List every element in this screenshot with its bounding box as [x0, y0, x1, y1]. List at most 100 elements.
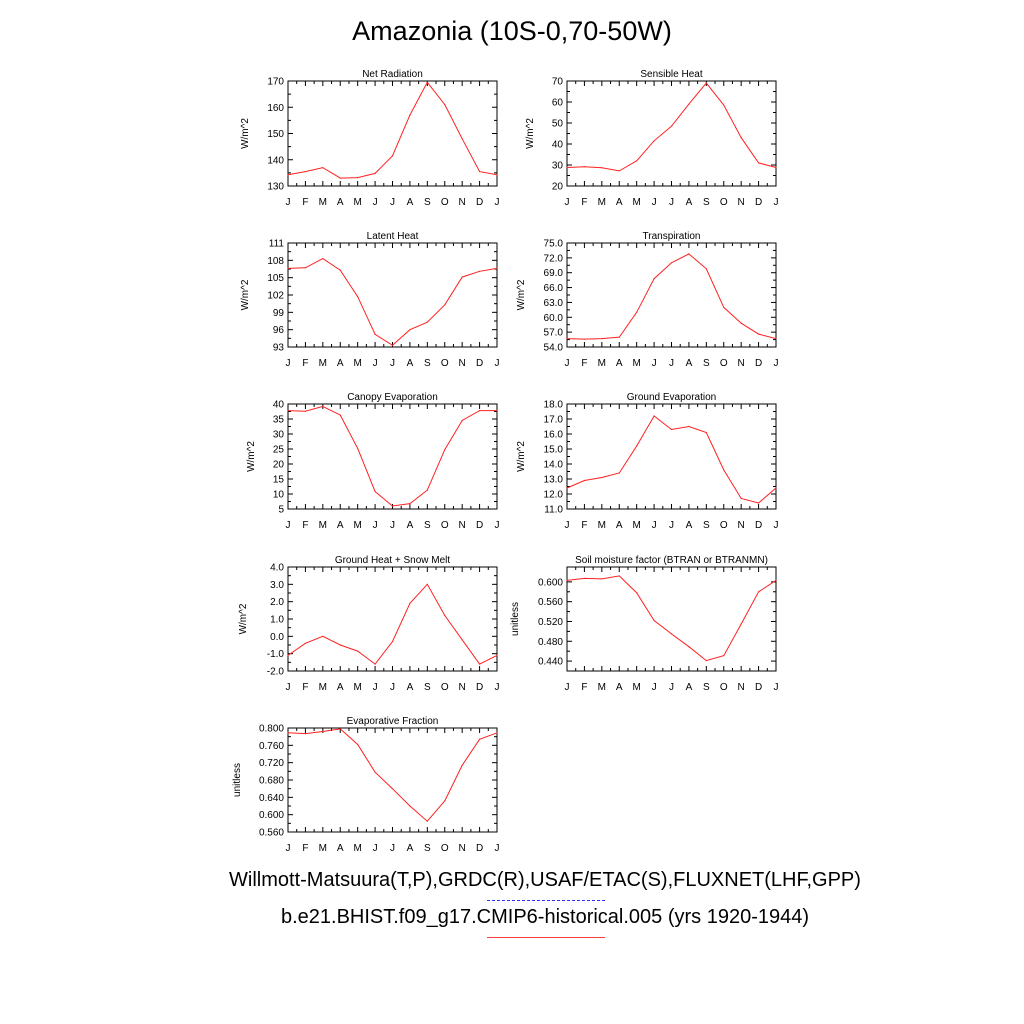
y-tick-label: 0.680 — [259, 776, 284, 787]
x-tick-label: A — [616, 520, 623, 531]
data-point — [409, 114, 411, 116]
data-point — [618, 336, 620, 338]
x-tick-label: M — [632, 520, 640, 531]
y-tick-label: 150 — [267, 129, 284, 140]
chart-title: Net Radiation — [362, 69, 423, 80]
y-tick-label: 5 — [278, 505, 284, 516]
x-tick-label: D — [476, 682, 483, 693]
chart-title: Latent Heat — [367, 231, 419, 242]
y-axis-label: W/m^2 — [525, 118, 536, 149]
data-point — [339, 728, 341, 730]
y-tick-label: 0.600 — [259, 810, 284, 821]
legend-key-model-run-solid-line — [487, 937, 605, 938]
x-tick-label: N — [459, 197, 466, 208]
x-tick-label: J — [390, 197, 395, 208]
y-tick-label: 0.640 — [259, 793, 284, 804]
data-point — [287, 732, 289, 734]
data-point — [322, 167, 324, 169]
data-point — [757, 502, 760, 504]
y-tick-label: 25 — [273, 445, 285, 456]
x-tick-label: S — [703, 197, 710, 208]
plot-frame — [287, 566, 498, 672]
y-tick-label: 160 — [267, 103, 284, 114]
series-line — [566, 82, 777, 172]
data-point — [757, 162, 760, 164]
data-point — [339, 177, 341, 179]
series-line — [287, 405, 497, 507]
y-tick-label: 14.0 — [544, 460, 564, 471]
x-tick-label: J — [565, 358, 570, 369]
y-tick-label: 99 — [273, 308, 285, 319]
x-tick-label: F — [581, 358, 587, 369]
x-tick-label: M — [632, 197, 640, 208]
legend-label-model-run: b.e21.BHIST.f09_g17.CMIP6-historical.005… — [280, 906, 810, 928]
x-tick-label: D — [755, 520, 762, 531]
y-tick-label: 0.520 — [538, 617, 563, 628]
series-line — [566, 253, 777, 340]
x-tick-label: J — [495, 682, 500, 693]
x-tick-label: O — [441, 682, 449, 693]
data-point — [496, 654, 498, 657]
y-tick-label: 16.0 — [544, 430, 564, 441]
x-tick-label: D — [476, 843, 483, 854]
data-point — [723, 655, 725, 657]
data-point — [705, 431, 707, 434]
data-point — [653, 278, 655, 280]
x-tick-label: N — [738, 520, 745, 531]
data-point — [740, 322, 742, 324]
y-tick-label: 0.440 — [538, 657, 563, 668]
y-tick-label: 30 — [552, 161, 564, 172]
x-tick-label: J — [390, 520, 395, 531]
y-axis-label: W/m^2 — [516, 279, 527, 310]
x-tick-label: J — [495, 358, 500, 369]
x-tick-label: F — [302, 197, 308, 208]
data-point — [566, 166, 568, 169]
y-tick-label: 108 — [267, 256, 284, 267]
data-point — [705, 268, 707, 270]
data-point — [409, 503, 411, 505]
y-tick-label: 1.0 — [270, 615, 284, 626]
x-tick-label: J — [669, 197, 674, 208]
x-tick-label: J — [390, 682, 395, 693]
chart-panel-6: Ground Heat + Snow Melt W/m^2 -2.0 -1.0 0.0 1… — [238, 555, 500, 693]
x-tick-label: J — [669, 682, 674, 693]
data-point — [322, 730, 324, 733]
x-tick-label: J — [565, 520, 570, 531]
data-point — [391, 155, 394, 157]
y-tick-label: 13.0 — [544, 475, 564, 486]
x-tick-label: O — [720, 197, 728, 208]
y-tick-label: -2.0 — [267, 667, 285, 678]
y-tick-label: 60.0 — [544, 313, 564, 324]
x-tick-label: J — [495, 520, 500, 531]
x-tick-label: J — [373, 682, 378, 693]
x-tick-label: M — [598, 520, 606, 531]
series-line — [287, 728, 498, 822]
data-point — [583, 479, 586, 482]
data-point — [705, 660, 707, 662]
data-point — [670, 262, 673, 264]
data-point — [357, 650, 359, 652]
data-point — [496, 267, 498, 270]
data-point — [688, 103, 690, 105]
data-point — [478, 410, 481, 412]
data-point — [618, 170, 620, 172]
y-tick-label: 54.0 — [544, 343, 564, 354]
y-tick-label: 57.0 — [544, 328, 564, 339]
x-tick-label: N — [459, 520, 466, 531]
y-tick-label: 63.0 — [544, 298, 564, 309]
data-point — [478, 738, 481, 740]
data-point — [775, 487, 777, 489]
data-point — [374, 663, 376, 665]
data-point — [670, 428, 673, 431]
data-point — [740, 137, 742, 139]
chart-panel-3: Transpiration W/m^2 54.0 57.0 60.0 63.0 66.0 69… — [516, 231, 779, 369]
y-tick-label: 0.560 — [538, 597, 563, 608]
data-point — [444, 449, 446, 451]
y-tick-label: 96 — [273, 325, 285, 336]
data-point — [357, 743, 359, 746]
x-tick-label: O — [441, 520, 449, 531]
y-tick-label: 0.480 — [538, 637, 563, 648]
x-tick-label: F — [581, 197, 587, 208]
x-tick-label: A — [337, 520, 344, 531]
